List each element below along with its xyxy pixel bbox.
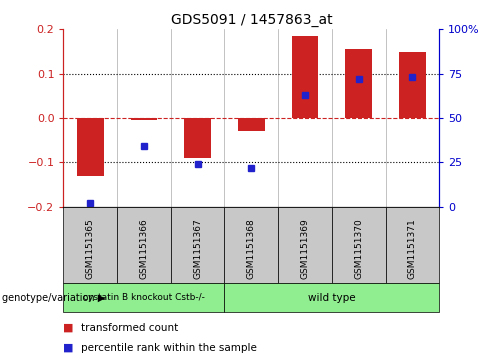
Text: GSM1151365: GSM1151365: [86, 219, 95, 280]
Text: ■: ■: [63, 323, 74, 333]
Bar: [171, 207, 224, 283]
Bar: [332, 207, 386, 283]
Bar: [131, 118, 157, 120]
Bar: [77, 118, 103, 176]
Text: GSM1151367: GSM1151367: [193, 219, 202, 280]
Text: percentile rank within the sample: percentile rank within the sample: [81, 343, 256, 353]
Text: wild type: wild type: [308, 293, 356, 303]
Text: cystatin B knockout Cstb-/-: cystatin B knockout Cstb-/-: [83, 293, 205, 302]
Text: ■: ■: [63, 343, 74, 353]
Text: GSM1151370: GSM1151370: [354, 219, 363, 280]
Bar: [184, 118, 211, 158]
Bar: [224, 207, 278, 283]
Bar: [346, 49, 372, 118]
Bar: [224, 283, 439, 312]
Text: GSM1151366: GSM1151366: [140, 219, 148, 280]
Text: GSM1151369: GSM1151369: [301, 219, 309, 280]
Bar: [238, 118, 264, 131]
Text: GSM1151368: GSM1151368: [247, 219, 256, 280]
Text: genotype/variation ▶: genotype/variation ▶: [2, 293, 106, 303]
Bar: [117, 207, 171, 283]
Bar: [399, 52, 426, 118]
Text: GSM1151371: GSM1151371: [408, 219, 417, 280]
Text: transformed count: transformed count: [81, 323, 178, 333]
Bar: [292, 36, 318, 118]
Title: GDS5091 / 1457863_at: GDS5091 / 1457863_at: [170, 13, 332, 26]
Bar: [386, 207, 439, 283]
Bar: [63, 207, 117, 283]
Bar: [278, 207, 332, 283]
Bar: [63, 283, 224, 312]
